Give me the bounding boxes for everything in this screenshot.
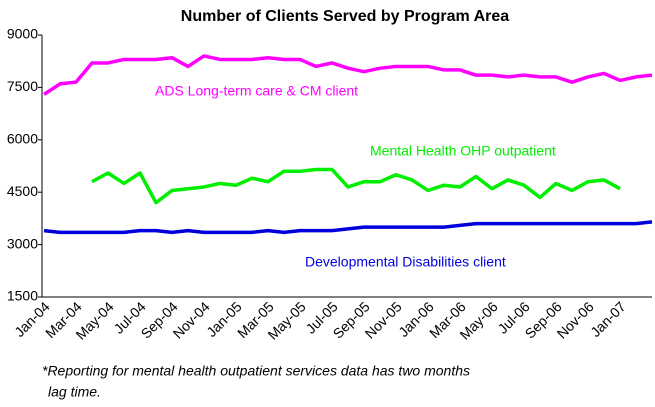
- y-tick-label: 4500: [7, 183, 38, 199]
- y-tick-label: 1500: [7, 288, 38, 304]
- y-tick-label: 7500: [7, 78, 38, 94]
- y-tick-label: 3000: [7, 235, 38, 251]
- footnote: *Reporting for mental health outpatient …: [42, 363, 470, 379]
- footnote: lag time.: [48, 384, 101, 400]
- series-line: [43, 220, 653, 235]
- x-tick-label: Nov-05: [362, 298, 405, 341]
- y-tick-label: 9000: [7, 26, 38, 42]
- x-tick-label: Jan-07: [587, 298, 629, 340]
- series-label: Mental Health OHP outpatient: [370, 143, 556, 159]
- series-line: [91, 167, 621, 205]
- series-label: Developmental Disabilities client: [305, 254, 506, 270]
- series-label: ADS Long-term care & CM client: [155, 83, 358, 99]
- chart-title: Number of Clients Served by Program Area: [181, 8, 509, 25]
- y-tick-label: 6000: [7, 131, 38, 147]
- x-tick-label: Nov-04: [170, 298, 213, 341]
- series-line: [43, 54, 653, 96]
- x-tick-label: Nov-06: [554, 298, 597, 341]
